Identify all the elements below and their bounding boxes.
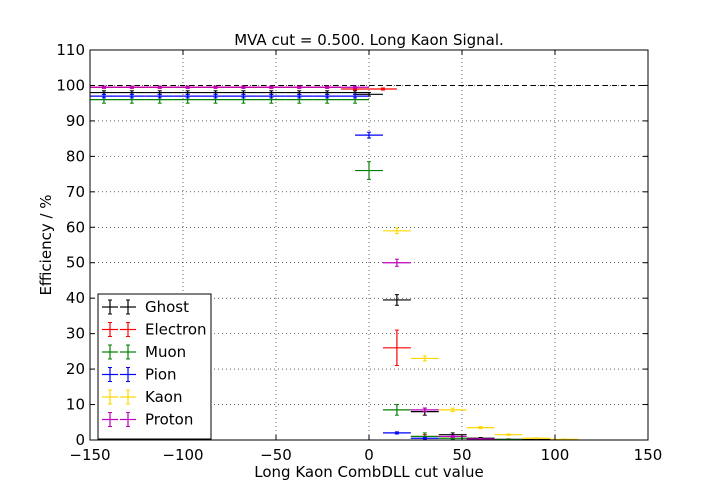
data-point-kaon <box>466 426 495 430</box>
legend-entry-pion: Pion <box>102 366 177 384</box>
x-tick-label: −150 <box>69 446 110 464</box>
data-point-pion <box>410 437 439 440</box>
data-point-pion <box>313 93 342 99</box>
data-point-ghost <box>257 90 286 95</box>
legend-label: Kaon <box>145 388 182 406</box>
legend-label: Proton <box>145 411 193 429</box>
data-point-ghost <box>201 90 230 95</box>
x-tick-label: 0 <box>364 446 374 464</box>
data-point-proton <box>257 85 286 89</box>
data-point-proton <box>173 85 202 89</box>
data-point-ghost <box>229 90 258 95</box>
data-point-pion <box>229 93 258 99</box>
legend-label: Pion <box>145 366 177 384</box>
data-point-kaon <box>382 227 411 235</box>
legend-entry-proton: Proton <box>102 411 193 429</box>
data-point-pion <box>145 93 174 99</box>
y-tick-label: 40 <box>66 289 85 307</box>
data-point-proton <box>313 85 342 89</box>
data-point-proton <box>145 85 174 89</box>
x-tick-label: 100 <box>541 446 570 464</box>
legend-entry-electron: Electron <box>102 321 207 339</box>
legend-label: Ghost <box>145 298 189 316</box>
series-ghost <box>90 90 551 441</box>
legend-entry-muon: Muon <box>102 343 186 361</box>
y-tick-label: 50 <box>66 254 85 272</box>
x-tick-label: 150 <box>634 446 663 464</box>
y-tick-label: 110 <box>56 41 85 59</box>
y-tick-label: 10 <box>66 396 85 414</box>
y-tick-label: 0 <box>75 431 85 449</box>
data-point-pion <box>285 93 314 99</box>
data-point-kaon <box>522 437 551 440</box>
x-axis-label: Long Kaon CombDLL cut value <box>254 463 483 481</box>
data-point-proton <box>466 438 495 440</box>
y-tick-label: 30 <box>66 325 85 343</box>
y-axis-label: Efficiency / % <box>37 194 55 295</box>
x-tick-label: −50 <box>260 446 292 464</box>
data-point-proton <box>285 85 314 89</box>
data-point-proton <box>410 407 439 413</box>
data-point-muon <box>382 404 411 416</box>
data-point-ghost <box>90 90 118 95</box>
data-point-pion <box>117 93 146 99</box>
series-layer <box>90 85 579 441</box>
series-proton <box>90 85 495 440</box>
x-tick-label: 50 <box>452 446 471 464</box>
data-point-ghost <box>313 90 342 95</box>
data-point-proton <box>341 85 369 89</box>
x-tick-label: −100 <box>162 446 203 464</box>
y-tick-label: 90 <box>66 112 85 130</box>
data-point-pion <box>173 93 202 99</box>
data-point-ghost <box>117 90 146 95</box>
legend-label: Muon <box>145 343 186 361</box>
legend-entry-kaon: Kaon <box>102 388 182 406</box>
data-point-pion <box>201 93 230 99</box>
series-pion <box>90 93 439 440</box>
data-point-muon <box>355 161 383 180</box>
y-tick-label: 60 <box>66 218 85 236</box>
legend-label: Electron <box>145 321 207 339</box>
legend-entry-ghost: Ghost <box>102 298 189 316</box>
data-point-proton <box>90 85 118 89</box>
data-point-electron <box>382 329 411 367</box>
data-point-kaon <box>438 407 467 413</box>
data-point-ghost <box>173 90 202 95</box>
data-point-ghost <box>145 90 174 95</box>
data-point-pion <box>257 93 286 99</box>
y-tick-label: 80 <box>66 147 85 165</box>
chart-title: MVA cut = 0.500. Long Kaon Signal. <box>234 31 504 49</box>
legend: Ghost Electron Muon Pion Kaon Proton <box>97 293 212 440</box>
data-point-proton <box>117 85 146 89</box>
data-point-proton <box>382 258 411 267</box>
data-point-kaon <box>410 355 439 362</box>
y-tick-label: 100 <box>56 76 85 94</box>
data-point-proton <box>229 85 258 89</box>
data-point-ghost <box>382 294 411 306</box>
axis-ticks: −150 −100 −50 0 50 100 150 0 10 20 30 40 50 60 70 80 90 1… <box>56 41 662 464</box>
series-kaon <box>382 227 579 441</box>
data-point-ghost <box>285 90 314 95</box>
y-tick-label: 70 <box>66 183 85 201</box>
data-point-pion <box>355 131 383 139</box>
data-point-proton <box>201 85 230 89</box>
data-point-pion <box>90 93 118 99</box>
data-point-pion <box>382 431 411 435</box>
data-point-kaon <box>494 433 523 436</box>
legend-frame <box>97 293 212 440</box>
data-point-pion <box>341 93 369 99</box>
data-point-electron <box>369 87 397 91</box>
y-tick-label: 20 <box>66 360 85 378</box>
